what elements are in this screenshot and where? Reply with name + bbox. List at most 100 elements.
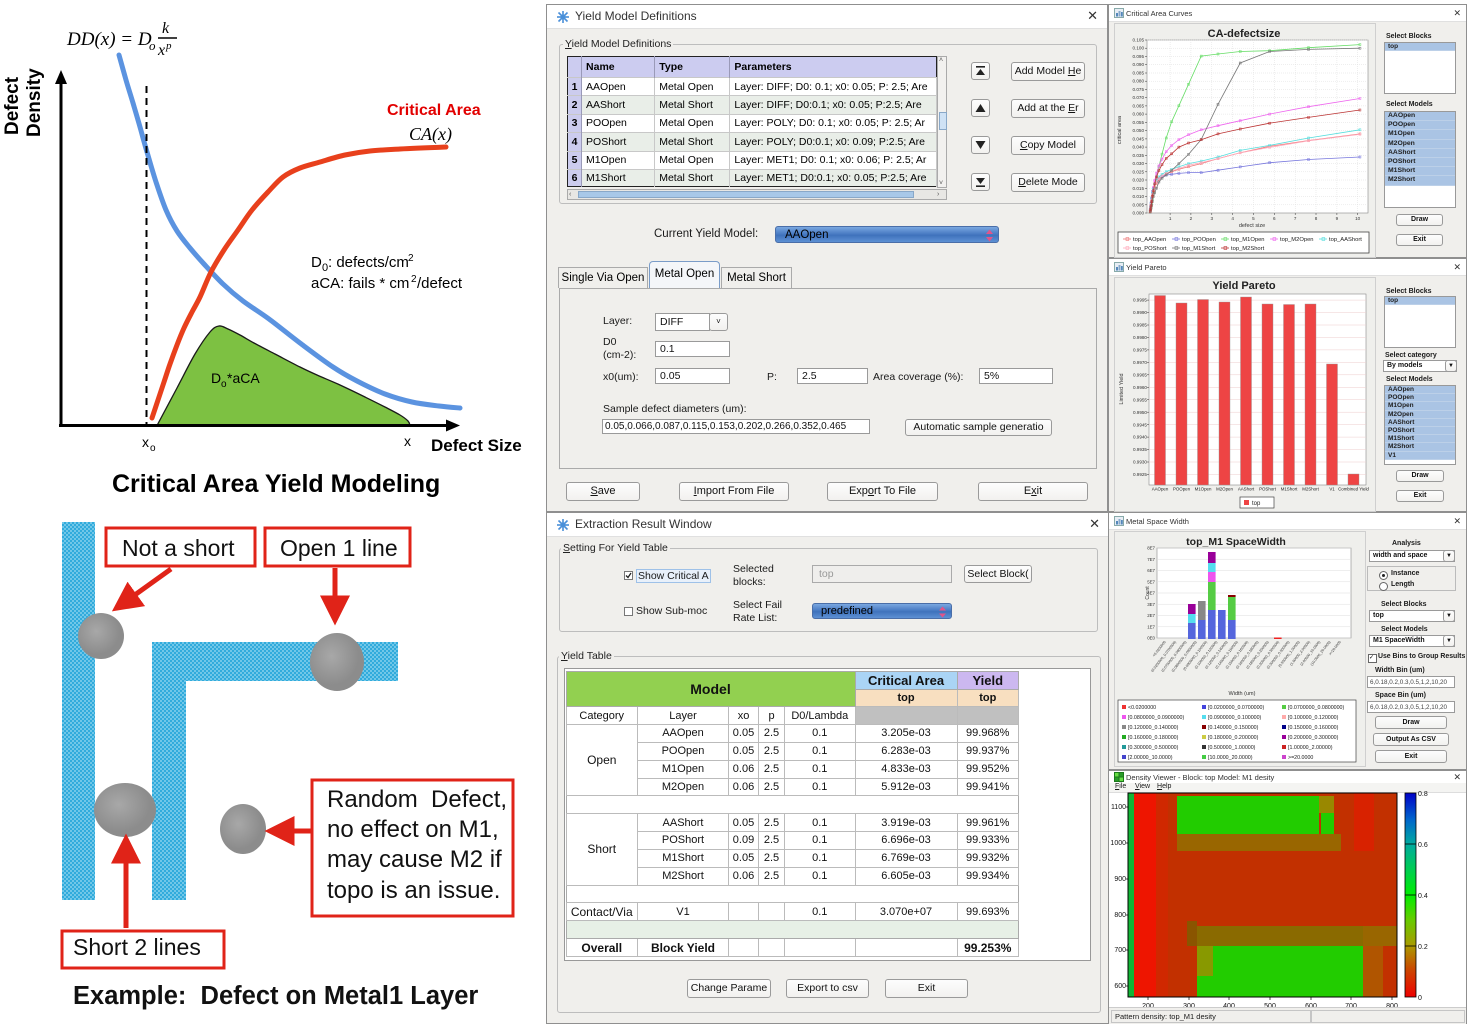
- svg-text:*aCA: *aCA: [227, 370, 260, 386]
- svg-text:may cause M2 if: may cause M2 if: [327, 846, 502, 873]
- svg-text:Random Defect,: Random Defect,: [327, 786, 507, 813]
- svg-text:0.9925: 0.9925: [1133, 472, 1147, 477]
- svg-text:[0.0800000_0.0900000): [0.0800000_0.0900000): [1128, 715, 1184, 721]
- svg-text:0.010: 0.010: [1133, 194, 1145, 199]
- svg-text:<0.0200000: <0.0200000: [1128, 705, 1156, 711]
- svg-text:0.105: 0.105: [1133, 38, 1145, 43]
- svg-text:0.085: 0.085: [1133, 71, 1145, 76]
- svg-text:0.9975: 0.9975: [1133, 348, 1147, 353]
- svg-text:[0.500000_1.00000): [0.500000_1.00000): [1208, 745, 1256, 751]
- svg-text:Density: Density: [24, 68, 45, 137]
- svg-text:600: 600: [1305, 1003, 1317, 1010]
- svg-text:Defect Size: Defect Size: [431, 436, 522, 455]
- svg-text:900: 900: [1114, 876, 1126, 883]
- svg-text:0.9985: 0.9985: [1133, 323, 1147, 328]
- svg-text:0.040: 0.040: [1133, 145, 1145, 150]
- svg-text:top_POShort: top_POShort: [1133, 246, 1167, 252]
- svg-text:700: 700: [1114, 947, 1126, 954]
- svg-text:AAOpen: AAOpen: [1152, 487, 1169, 492]
- svg-text:CA(x): CA(x): [409, 124, 452, 145]
- svg-text:D: D: [211, 370, 221, 386]
- svg-text:5: 5: [1252, 216, 1255, 221]
- svg-text:[0.120000_0.140000): [0.120000_0.140000): [1128, 725, 1179, 731]
- svg-text:5E7: 5E7: [1147, 579, 1155, 584]
- svg-text:3: 3: [1211, 216, 1214, 221]
- svg-text:0.000: 0.000: [1133, 211, 1145, 216]
- svg-text:Limited Yield: Limited Yield: [1119, 373, 1125, 404]
- svg-text:[0.180000_0.200000): [0.180000_0.200000): [1208, 735, 1259, 741]
- svg-text:x: x: [157, 42, 165, 59]
- svg-text:Defect: Defect: [2, 76, 23, 135]
- svg-text:0.6: 0.6: [1418, 842, 1428, 849]
- svg-text:critical area: critical area: [1117, 115, 1123, 144]
- svg-text:Open 1 line: Open 1 line: [280, 535, 398, 561]
- svg-text:o: o: [149, 38, 156, 53]
- svg-text:/defect: /defect: [417, 275, 463, 292]
- svg-text:top_M1 SpaceWidth: top_M1 SpaceWidth: [1186, 536, 1286, 548]
- svg-text:top_POOpen: top_POOpen: [1182, 237, 1216, 243]
- svg-text:1E7: 1E7: [1147, 624, 1155, 629]
- svg-text:M2Short: M2Short: [1302, 487, 1319, 492]
- svg-text:0.9950: 0.9950: [1133, 410, 1147, 415]
- svg-text:[0.140000_0.150000): [0.140000_0.150000): [1208, 725, 1259, 731]
- svg-text:[0.150000_0.160000): [0.150000_0.160000): [1288, 725, 1339, 731]
- svg-text:Example: Defect on Metal1 Lay: Example: Defect on Metal1 Layer: [73, 982, 478, 1010]
- svg-text:0.095: 0.095: [1133, 54, 1145, 59]
- svg-text:600: 600: [1114, 983, 1126, 990]
- svg-text:top_AAOpen: top_AAOpen: [1133, 237, 1166, 243]
- svg-text:Short 2 lines: Short 2 lines: [73, 934, 201, 960]
- svg-text:Yield Pareto: Yield Pareto: [1212, 280, 1275, 292]
- svg-text:6: 6: [1273, 216, 1276, 221]
- svg-text:Not a short: Not a short: [122, 535, 235, 561]
- svg-text:500: 500: [1264, 1003, 1276, 1010]
- svg-text:800: 800: [1386, 1003, 1398, 1010]
- svg-text:9: 9: [1336, 216, 1339, 221]
- svg-text:0.005: 0.005: [1133, 202, 1145, 207]
- svg-text:[2.00000_10.0000): [2.00000_10.0000): [1128, 755, 1173, 761]
- svg-text:8: 8: [1315, 216, 1318, 221]
- svg-text:0.9980: 0.9980: [1133, 335, 1147, 340]
- svg-text:0.9935: 0.9935: [1133, 447, 1147, 452]
- svg-text:top: top: [1252, 501, 1261, 507]
- svg-text:0: 0: [322, 262, 328, 274]
- svg-text:Width (um): Width (um): [1229, 691, 1256, 697]
- svg-text:[0.300000_0.500000): [0.300000_0.500000): [1128, 745, 1179, 751]
- svg-text:1: 1: [1169, 216, 1172, 221]
- svg-text:AAShort: AAShort: [1238, 487, 1255, 492]
- svg-text:>=20.0000: >=20.0000: [1288, 755, 1313, 761]
- svg-text:[0.0900000_0.100000): [0.0900000_0.100000): [1208, 715, 1262, 721]
- svg-text:Critical Area: Critical Area: [387, 102, 481, 119]
- svg-text:2: 2: [1190, 216, 1193, 221]
- svg-text:V1: V1: [1329, 487, 1335, 492]
- svg-text:POShort: POShort: [1259, 487, 1277, 492]
- svg-text:aCA: fails * cm: aCA: fails * cm: [311, 275, 409, 292]
- svg-text:0.020: 0.020: [1133, 178, 1145, 183]
- svg-text:2: 2: [411, 274, 417, 285]
- svg-text:0.055: 0.055: [1133, 120, 1145, 125]
- svg-text:4: 4: [1231, 216, 1234, 221]
- svg-text:0.9955: 0.9955: [1133, 397, 1147, 402]
- svg-text:[0.200000_0.300000): [0.200000_0.300000): [1288, 735, 1339, 741]
- svg-text:[0.0700000_0.0800000): [0.0700000_0.0800000): [1288, 705, 1344, 711]
- svg-text:top_M1Short: top_M1Short: [1182, 246, 1216, 252]
- svg-text:0.070: 0.070: [1133, 95, 1145, 100]
- svg-text:Critical Area Yield Modeling: Critical Area Yield Modeling: [112, 470, 440, 498]
- svg-text:7E7: 7E7: [1147, 557, 1155, 562]
- svg-text:6E7: 6E7: [1147, 568, 1155, 573]
- svg-text:0.4: 0.4: [1418, 893, 1428, 900]
- svg-text:0.8: 0.8: [1418, 791, 1428, 798]
- svg-text:k: k: [162, 20, 170, 37]
- svg-text:0.045: 0.045: [1133, 136, 1145, 141]
- svg-text:0.9930: 0.9930: [1133, 460, 1147, 465]
- svg-text:0.9995: 0.9995: [1133, 298, 1147, 303]
- svg-text:0.9940: 0.9940: [1133, 435, 1147, 440]
- svg-text:400: 400: [1223, 1003, 1235, 1010]
- svg-text:0.9965: 0.9965: [1133, 372, 1147, 377]
- svg-text:4E7: 4E7: [1147, 591, 1155, 596]
- svg-text:p: p: [165, 40, 172, 52]
- svg-text:M1Open: M1Open: [1195, 487, 1212, 492]
- svg-text:1000: 1000: [1110, 840, 1126, 847]
- svg-text:o: o: [150, 443, 156, 454]
- svg-text:M1Short: M1Short: [1281, 487, 1298, 492]
- svg-text:0: 0: [1418, 995, 1422, 1002]
